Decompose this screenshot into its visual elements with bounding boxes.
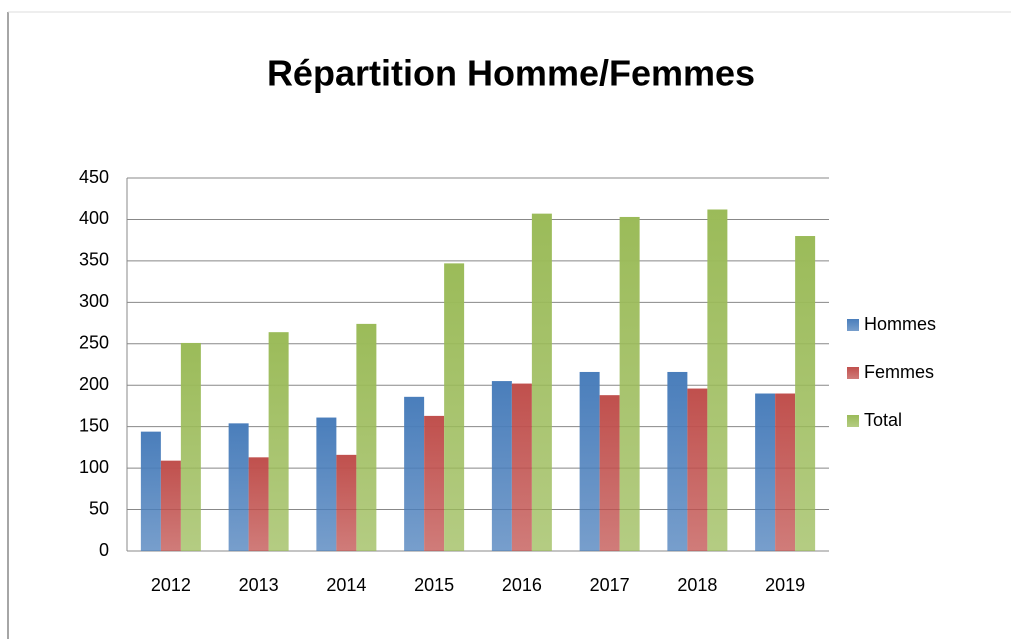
- y-tick-label: 100: [79, 457, 109, 477]
- bar: [444, 263, 465, 551]
- bar: [336, 454, 357, 551]
- y-tick-label: 250: [79, 333, 109, 353]
- bar: [599, 395, 620, 551]
- bar: [180, 342, 201, 551]
- bar: [687, 388, 708, 551]
- bar: [228, 423, 249, 551]
- x-tick-label: 2012: [151, 575, 191, 595]
- y-tick-label: 350: [79, 250, 109, 270]
- x-tick-label: 2015: [414, 575, 454, 595]
- bar: [531, 213, 552, 552]
- bar: [160, 460, 181, 551]
- bar: [511, 383, 532, 551]
- bar: [775, 393, 796, 551]
- bar: [491, 381, 512, 551]
- legend-label: Total: [864, 410, 902, 430]
- x-tick-label: 2019: [765, 575, 805, 595]
- legend-swatch: [847, 367, 859, 379]
- y-tick-label: 400: [79, 208, 109, 228]
- bar: [667, 371, 688, 551]
- x-tick-label: 2013: [239, 575, 279, 595]
- x-tick-label: 2017: [590, 575, 630, 595]
- y-tick-label: 0: [99, 540, 109, 560]
- legend-swatch: [847, 319, 859, 331]
- bar: [424, 415, 445, 551]
- chart-title: Répartition Homme/Femmes: [267, 53, 755, 94]
- y-tick-label: 450: [79, 167, 109, 187]
- legend-label: Hommes: [864, 314, 936, 334]
- bar: [316, 417, 337, 551]
- legend-label: Femmes: [864, 362, 934, 382]
- bar: [140, 431, 161, 551]
- bar: [248, 457, 269, 551]
- bar: [707, 209, 728, 551]
- bar: [268, 332, 289, 551]
- y-tick-label: 150: [79, 415, 109, 435]
- y-tick-label: 50: [89, 498, 109, 518]
- legend-swatch: [847, 415, 859, 427]
- bar: [356, 323, 377, 551]
- bar: [755, 393, 776, 551]
- x-tick-label: 2016: [502, 575, 542, 595]
- x-tick-label: 2018: [677, 575, 717, 595]
- bar: [619, 216, 640, 552]
- bar: [579, 371, 600, 551]
- y-tick-label: 300: [79, 291, 109, 311]
- bar: [404, 396, 425, 551]
- bar: [795, 236, 816, 551]
- x-tick-label: 2014: [326, 575, 366, 595]
- y-tick-label: 200: [79, 374, 109, 394]
